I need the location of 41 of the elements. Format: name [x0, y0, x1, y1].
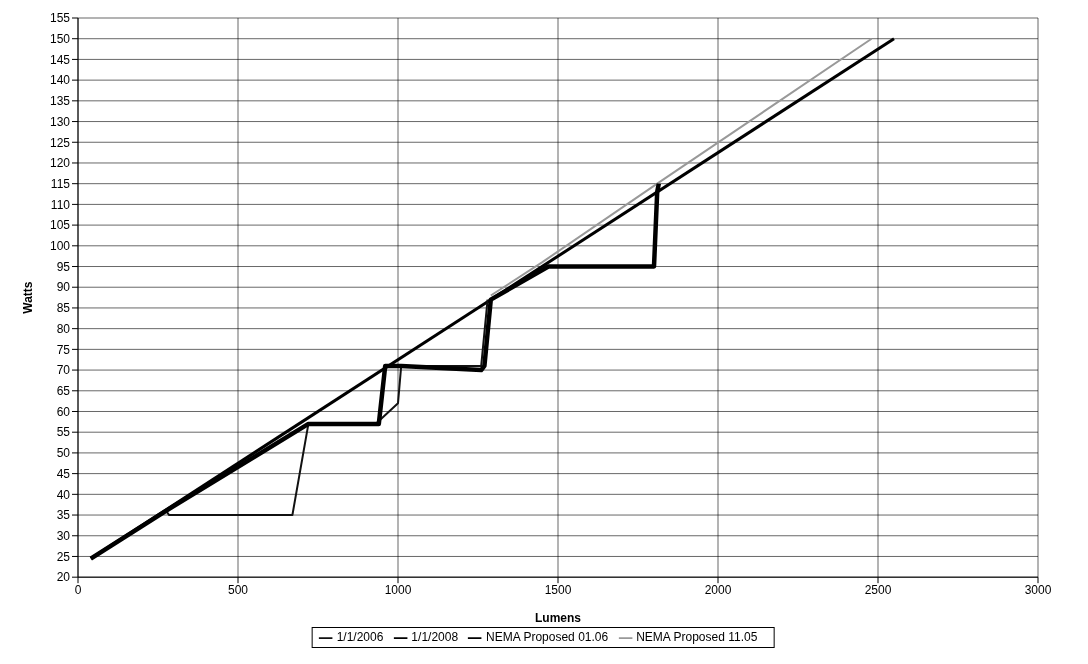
- y-tick-label: 45: [56, 466, 71, 481]
- legend-label: NEMA Proposed 11.05: [636, 630, 758, 645]
- y-axis-title: Watts: [21, 281, 36, 314]
- y-tick-label: 85: [56, 301, 71, 316]
- legend-label: NEMA Proposed 01.06: [486, 630, 609, 645]
- y-tick-label: 25: [56, 549, 71, 564]
- y-tick-label: 40: [56, 487, 71, 502]
- x-tick-label: 2500: [864, 582, 892, 597]
- y-tick-label: 155: [49, 11, 71, 26]
- x-tick-label: 2000: [704, 582, 732, 597]
- y-tick-label: 35: [56, 508, 71, 523]
- y-tick-label: 150: [49, 31, 71, 46]
- y-tick-label: 20: [56, 570, 71, 585]
- y-tick-label: 65: [56, 384, 71, 399]
- y-tick-label: 50: [56, 446, 71, 461]
- x-axis-title: Lumens: [534, 611, 582, 626]
- x-tick-label: 1000: [384, 582, 412, 597]
- y-tick-label: 115: [50, 176, 71, 191]
- y-tick-label: 75: [56, 342, 71, 357]
- y-tick-label: 145: [49, 52, 71, 67]
- y-tick-label: 135: [49, 94, 71, 109]
- y-tick-label: 90: [56, 280, 71, 295]
- y-tick-label: 70: [56, 363, 71, 378]
- y-tick-label: 130: [49, 114, 71, 129]
- x-tick-label: 500: [227, 582, 249, 597]
- y-tick-label: 30: [56, 529, 71, 544]
- y-tick-label: 125: [49, 135, 71, 150]
- x-tick-label: 0: [74, 582, 82, 597]
- x-tick-label: 3000: [1024, 582, 1052, 597]
- y-tick-label: 55: [56, 425, 71, 440]
- y-tick-label: 105: [49, 218, 71, 233]
- y-tick-label: 140: [49, 73, 71, 88]
- y-tick-label: 110: [50, 197, 71, 212]
- y-tick-label: 80: [56, 321, 71, 336]
- x-tick-label: 1500: [544, 582, 572, 597]
- y-tick-label: 95: [56, 259, 71, 274]
- legend-label: 1/1/2008: [411, 630, 459, 645]
- y-tick-label: 60: [56, 404, 71, 419]
- y-tick-label: 100: [49, 239, 71, 254]
- y-tick-label: 120: [49, 156, 71, 171]
- legend-label: 1/1/2006: [336, 630, 384, 645]
